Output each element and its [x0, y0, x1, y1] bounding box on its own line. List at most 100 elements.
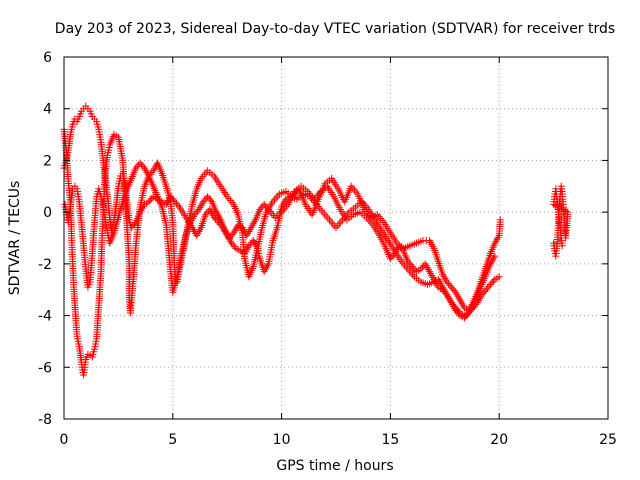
data-point — [443, 278, 451, 286]
data-point — [228, 231, 236, 239]
data-point — [407, 261, 415, 269]
data-point — [225, 234, 233, 242]
data-point — [130, 220, 138, 228]
data-point — [398, 245, 406, 253]
x-tick-label: 20 — [490, 432, 508, 448]
data-point — [199, 198, 207, 206]
data-point — [207, 196, 215, 204]
data-point — [205, 194, 213, 202]
data-point — [146, 196, 154, 204]
chart-title: Day 203 of 2023, Sidereal Day-to-day VTE… — [55, 21, 615, 37]
data-point — [481, 287, 489, 295]
y-tick-label: -8 — [38, 412, 52, 428]
x-axis-label: GPS time / hours — [276, 458, 393, 474]
axes: 0 5 10 15 20 25 -8 -6 -4 -2 0 2 4 6 — [38, 50, 617, 448]
data-point — [212, 215, 220, 223]
data-point — [193, 207, 201, 215]
data-point — [455, 310, 463, 318]
data-point — [192, 209, 200, 217]
data-point — [204, 193, 212, 201]
data-point — [452, 306, 460, 314]
data-point — [450, 287, 458, 295]
y-tick-label: 0 — [43, 205, 52, 221]
data-point — [446, 281, 454, 289]
data-point — [417, 265, 425, 273]
x-tick-label: 25 — [599, 432, 617, 448]
data-point — [174, 201, 182, 209]
data-point — [482, 286, 490, 294]
data-point — [453, 308, 461, 316]
data-point — [405, 259, 413, 267]
series-trace-d — [550, 182, 572, 260]
data-point — [145, 198, 153, 206]
x-tick-label: 0 — [60, 432, 69, 448]
data-point — [485, 282, 493, 290]
data-point — [447, 283, 455, 291]
data-point — [245, 242, 253, 250]
data-point — [404, 257, 412, 265]
plot-frame — [63, 56, 609, 420]
data-point — [408, 262, 416, 270]
data-point — [486, 281, 494, 289]
y-tick-label: 2 — [43, 153, 52, 169]
data-point — [462, 312, 470, 320]
y-axis-label: SDTVAR / TECUs — [7, 181, 23, 296]
data-point — [172, 200, 180, 208]
y-tick-label: 4 — [43, 102, 52, 118]
data-point — [489, 277, 497, 285]
data-point — [201, 211, 209, 219]
data-point — [228, 239, 236, 247]
data-point — [488, 279, 496, 287]
data-point — [191, 211, 199, 219]
y-tick-label: -6 — [38, 360, 52, 376]
data-point — [256, 206, 264, 214]
data-point — [439, 286, 447, 294]
data-point — [138, 161, 146, 169]
data-point — [440, 287, 448, 295]
data-point — [168, 194, 176, 202]
series-trace-b — [60, 102, 503, 320]
data-point — [386, 255, 394, 263]
data-point — [449, 285, 457, 293]
data-point — [127, 224, 135, 232]
data-point — [230, 243, 238, 251]
data-point — [442, 289, 450, 297]
data-point — [495, 273, 503, 281]
y-tick-label: -4 — [38, 309, 52, 325]
y-tick-label: 6 — [43, 50, 52, 66]
data-point — [444, 280, 452, 288]
data-point — [463, 311, 471, 319]
data-point — [171, 198, 179, 206]
data-point — [491, 252, 499, 260]
data-point — [263, 204, 271, 212]
data-point — [229, 241, 237, 249]
x-tick-label: 10 — [273, 432, 291, 448]
x-tick-label: 15 — [381, 432, 399, 448]
data-point — [496, 216, 504, 224]
data-point — [397, 243, 405, 251]
data-point — [389, 251, 397, 259]
data-point — [139, 162, 147, 170]
data-point — [558, 242, 566, 250]
data-point — [136, 159, 144, 167]
data-point — [460, 314, 468, 322]
data-points — [60, 102, 572, 379]
x-tick-label: 5 — [168, 432, 177, 448]
data-point — [167, 193, 175, 201]
data-point — [260, 200, 268, 208]
data-point — [484, 284, 492, 292]
data-point — [262, 202, 270, 210]
data-point — [227, 232, 235, 240]
data-point — [395, 242, 403, 250]
data-point — [132, 164, 140, 172]
series-trace-c — [61, 159, 499, 322]
y-tick-label: -2 — [38, 257, 52, 273]
data-point — [388, 253, 396, 261]
data-point — [210, 213, 218, 221]
data-point — [129, 222, 137, 230]
data-point — [410, 264, 418, 272]
data-point — [170, 196, 178, 204]
